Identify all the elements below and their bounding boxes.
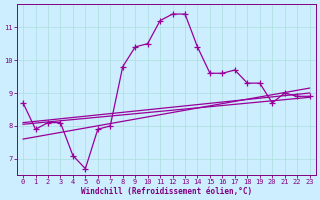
X-axis label: Windchill (Refroidissement éolien,°C): Windchill (Refroidissement éolien,°C) xyxy=(81,187,252,196)
